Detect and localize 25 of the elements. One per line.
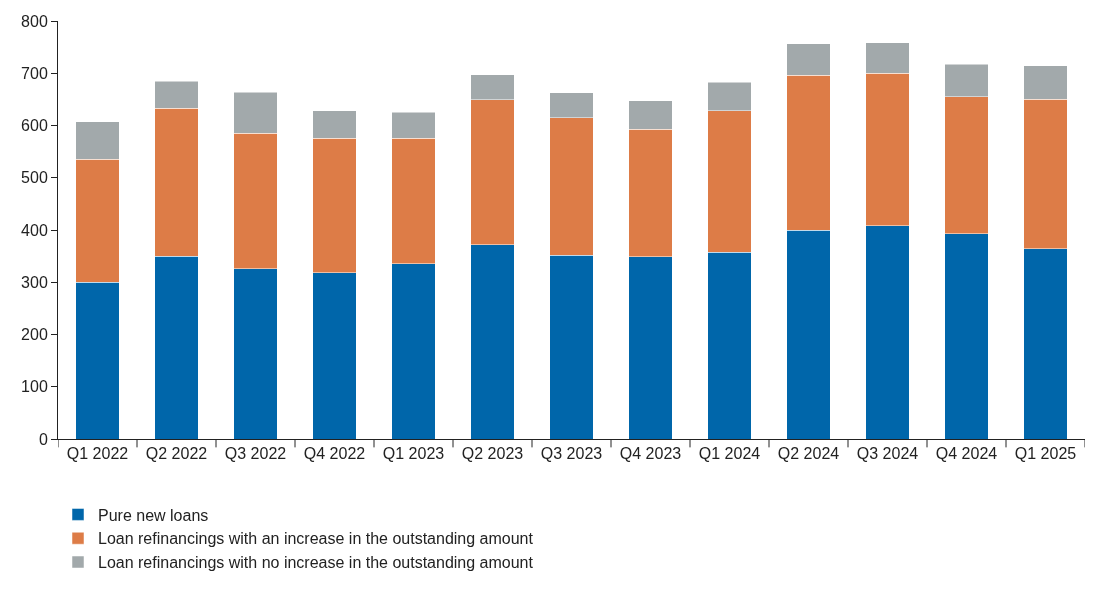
x-tick-label: Q1 2022 <box>66 445 129 463</box>
legend-label: Loan refinancings with an increase in the outstanding amount <box>98 530 534 548</box>
x-tick-label: Q3 2024 <box>856 445 919 463</box>
x-tick-label: Q2 2023 <box>461 445 524 463</box>
y-tick-label: 800 <box>21 12 48 30</box>
y-tick-label: 500 <box>21 169 48 187</box>
legend-label: Loan refinancings with no increase in the outstanding amount <box>98 554 534 572</box>
x-tick-label: Q1 2023 <box>382 445 445 463</box>
y-tick-label: 200 <box>21 326 48 344</box>
x-tick-label: Q4 2023 <box>619 445 682 463</box>
x-tick-label: Q1 2025 <box>1014 445 1077 463</box>
x-tick-label: Q3 2023 <box>540 445 603 463</box>
x-tick-label: Q4 2024 <box>935 445 998 463</box>
x-tick-label: Q1 2024 <box>698 445 761 463</box>
y-tick-label: 100 <box>21 378 48 396</box>
y-tick-label: 600 <box>21 117 48 135</box>
y-tick-label: 300 <box>21 273 48 291</box>
y-tick-label: 700 <box>21 64 48 82</box>
x-tick-label: Q2 2024 <box>777 445 840 463</box>
legend-label: Pure new loans <box>98 506 209 524</box>
y-tick-label: 400 <box>21 221 48 239</box>
y-tick-label: 0 <box>38 430 48 448</box>
x-tick-label: Q3 2022 <box>224 445 287 463</box>
x-tick-label: Q2 2022 <box>145 445 208 463</box>
x-tick-label: Q4 2022 <box>303 445 366 463</box>
